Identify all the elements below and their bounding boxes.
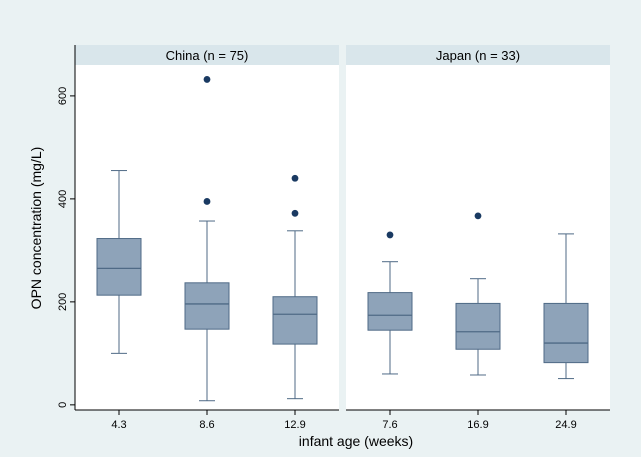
- box-iqr: [543, 302, 589, 364]
- box-12.9: [272, 174, 318, 400]
- box-4.3: [96, 170, 142, 354]
- x-tick-label: 7.6: [382, 419, 397, 431]
- panel-2: Japan (n = 33) 7.6 16.9 24.9: [346, 45, 610, 431]
- axis-layer: 0 200 400 600: [57, 45, 76, 410]
- box-iqr: [272, 296, 318, 345]
- panel-strip: [75, 45, 339, 65]
- y-tick-label: 400: [57, 190, 69, 208]
- y-tick-label: 0: [57, 402, 69, 408]
- panel-title: China (n = 75): [166, 48, 249, 63]
- x-tick-label: 8.6: [199, 419, 214, 431]
- box-iqr: [96, 238, 142, 296]
- box-7.6: [367, 231, 413, 375]
- outlier-point: [291, 209, 299, 217]
- box-16.9: [455, 212, 501, 376]
- panel-1: China (n = 75) 4.3 8.6 12.9: [75, 45, 339, 431]
- panel-strip: [346, 45, 610, 65]
- box-iqr: [367, 292, 413, 331]
- panels-layer: China (n = 75) 4.3 8.6 12.9 Japan (n = 33) 7.…: [75, 45, 610, 431]
- box-8.6: [184, 76, 230, 402]
- outlier-point: [474, 212, 482, 220]
- outlier-point: [203, 198, 211, 205]
- x-tick-label: 16.9: [467, 419, 488, 431]
- x-axis-label: infant age (weeks): [299, 433, 413, 449]
- outlier-point: [203, 76, 211, 83]
- x-tick-label: 24.9: [555, 419, 576, 431]
- panel-title: Japan (n = 33): [436, 48, 520, 63]
- box-iqr: [455, 302, 501, 350]
- outlier-point: [386, 231, 394, 239]
- outlier-point: [291, 174, 299, 182]
- x-tick-label: 4.3: [111, 419, 126, 431]
- y-tick-label: 200: [57, 293, 69, 311]
- y-tick-label: 600: [57, 87, 69, 105]
- box-24.9: [543, 233, 589, 380]
- box-iqr: [184, 282, 230, 330]
- y-axis-label: OPN concentration (mg/L): [28, 147, 44, 310]
- x-tick-label: 12.9: [284, 419, 305, 431]
